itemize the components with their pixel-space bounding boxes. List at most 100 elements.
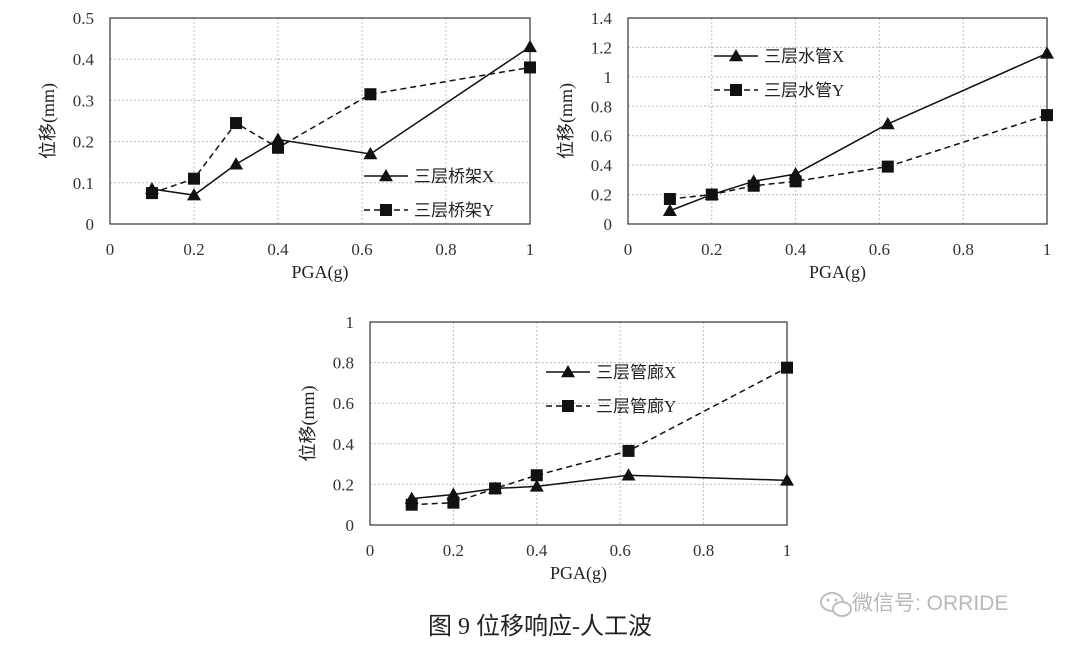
triangle-marker	[271, 132, 285, 145]
legend-item: 三层水管X	[714, 47, 844, 66]
square-marker	[789, 175, 802, 188]
x-tick-label: 0.4	[267, 240, 289, 259]
square-marker	[781, 361, 793, 374]
y-tick-label: 1.4	[591, 9, 613, 28]
plot-frame	[369, 321, 788, 526]
x-tick-label: 0	[106, 240, 115, 259]
y-tick-label: 0	[346, 516, 355, 535]
y-tick-label: 0.8	[591, 97, 612, 116]
legend-label: 三层管廊Y	[596, 397, 676, 416]
triangle-marker	[662, 203, 677, 217]
series-y	[146, 61, 536, 200]
series-x	[145, 39, 537, 201]
y-tick-label: 0	[86, 215, 95, 234]
triangle-marker	[187, 188, 201, 201]
legend-label: 三层桥架X	[414, 167, 494, 186]
y-tick-labels: 0 0.2 0.4 0.6 0.8 1 1.2 1.4	[591, 9, 613, 234]
square-marker	[524, 61, 536, 74]
y-tick-label: 0.6	[591, 127, 612, 146]
gridlines	[109, 17, 531, 225]
series-x	[404, 468, 794, 504]
legend-triangle-marker	[379, 169, 393, 182]
legend-label: 三层桥架Y	[414, 201, 494, 220]
square-marker	[747, 179, 760, 192]
legend-label: 三层水管Y	[764, 81, 844, 100]
y-tick-label: 1	[346, 313, 355, 332]
legend-label: 三层水管X	[764, 47, 844, 66]
y-tick-label: 0.6	[333, 394, 354, 413]
x-tick-label: 0.6	[869, 240, 890, 259]
y-tick-labels: 0 0.1 0.2 0.3 0.4 0.5	[73, 9, 95, 234]
wechat-icon	[820, 592, 852, 617]
square-marker	[230, 117, 242, 130]
triangle-marker	[529, 479, 544, 492]
y-tick-label: 1	[604, 68, 613, 87]
y-tick-label: 1.2	[591, 38, 612, 57]
square-marker	[663, 192, 676, 205]
triangle-marker	[780, 473, 794, 486]
square-marker	[405, 498, 418, 511]
triangle-marker	[1040, 46, 1054, 59]
x-tick-labels: 0 0.2 0.4 0.6 0.8 1	[624, 240, 1052, 259]
y-tick-labels: 0 0.2 0.4 0.6 0.8 1	[333, 313, 355, 535]
square-marker	[881, 160, 894, 173]
y-tick-label: 0.4	[73, 50, 95, 69]
y-axis-label: 位移(mm)	[298, 386, 319, 462]
x-tick-label: 1	[1043, 240, 1052, 259]
legend-square-marker	[380, 204, 392, 216]
series-y	[405, 361, 793, 511]
square-marker	[447, 496, 460, 509]
triangle-marker	[363, 146, 378, 160]
square-marker	[272, 141, 284, 154]
legend-square-marker	[562, 400, 574, 412]
square-marker	[188, 172, 200, 185]
legend: 三层管廊X 三层管廊Y	[546, 363, 676, 416]
y-tick-label: 0.2	[333, 475, 354, 494]
x-tick-label: 0.2	[701, 240, 722, 259]
y-tick-label: 0.4	[591, 156, 613, 175]
y-tick-label: 0.5	[73, 9, 94, 28]
series-line	[411, 367, 788, 506]
series-line	[669, 52, 1048, 212]
legend-triangle-marker	[729, 49, 743, 62]
watermark-text: 微信号: ORRIDE	[852, 592, 1008, 615]
x-tick-label: 0.6	[351, 240, 372, 259]
figure-caption: 图 9 位移响应-人工波	[428, 613, 652, 640]
x-tick-label: 0.8	[693, 541, 714, 560]
x-tick-label: 0.8	[435, 240, 456, 259]
gridlines	[369, 321, 788, 526]
square-marker	[364, 88, 377, 101]
legend: 三层桥架X 三层桥架Y	[364, 167, 494, 220]
legend-item: 三层桥架X	[364, 167, 494, 186]
x-tick-label: 0.2	[183, 240, 204, 259]
square-marker	[1041, 109, 1053, 122]
x-tick-label: 0.2	[443, 541, 464, 560]
legend-triangle-marker	[561, 365, 575, 378]
chart-water-pipe: 0 0.2 0.4 0.6 0.8 1 0 0.2 0.4 0.6 0.8 1 1.2 1.4 PGA(g)…	[556, 9, 1054, 283]
x-tick-label: 0	[624, 240, 633, 259]
plot-frame	[109, 17, 531, 225]
legend-label: 三层管廊X	[596, 363, 676, 382]
legend-item: 三层管廊Y	[546, 397, 676, 416]
x-axis-label: PGA(g)	[550, 563, 607, 584]
series-line	[411, 474, 788, 500]
chart-utility-tunnel: 0 0.2 0.4 0.6 0.8 1 0 0.2 0.4 0.6 0.8 1 PGA(g) 位移(mm)…	[298, 313, 794, 584]
y-tick-label: 0.8	[333, 354, 354, 373]
x-tick-labels: 0 0.2 0.4 0.6 0.8 1	[106, 240, 535, 259]
legend-item: 三层水管Y	[714, 81, 844, 100]
caption-text: 图 9 位移响应-人工波	[428, 613, 652, 640]
legend: 三层水管X 三层水管Y	[714, 47, 844, 100]
x-axis-label: PGA(g)	[292, 262, 349, 283]
x-tick-label: 1	[783, 541, 792, 560]
y-tick-label: 0.4	[333, 435, 355, 454]
series-line	[669, 114, 1048, 200]
square-marker	[530, 469, 543, 482]
square-marker	[622, 444, 635, 457]
triangle-marker	[229, 157, 243, 170]
watermark: 微信号: ORRIDE	[820, 592, 1008, 617]
x-axis-label: PGA(g)	[809, 262, 866, 283]
legend-item: 三层桥架Y	[364, 201, 494, 220]
x-tick-label: 0	[366, 541, 375, 560]
y-axis-label: 位移(mm)	[38, 83, 59, 159]
